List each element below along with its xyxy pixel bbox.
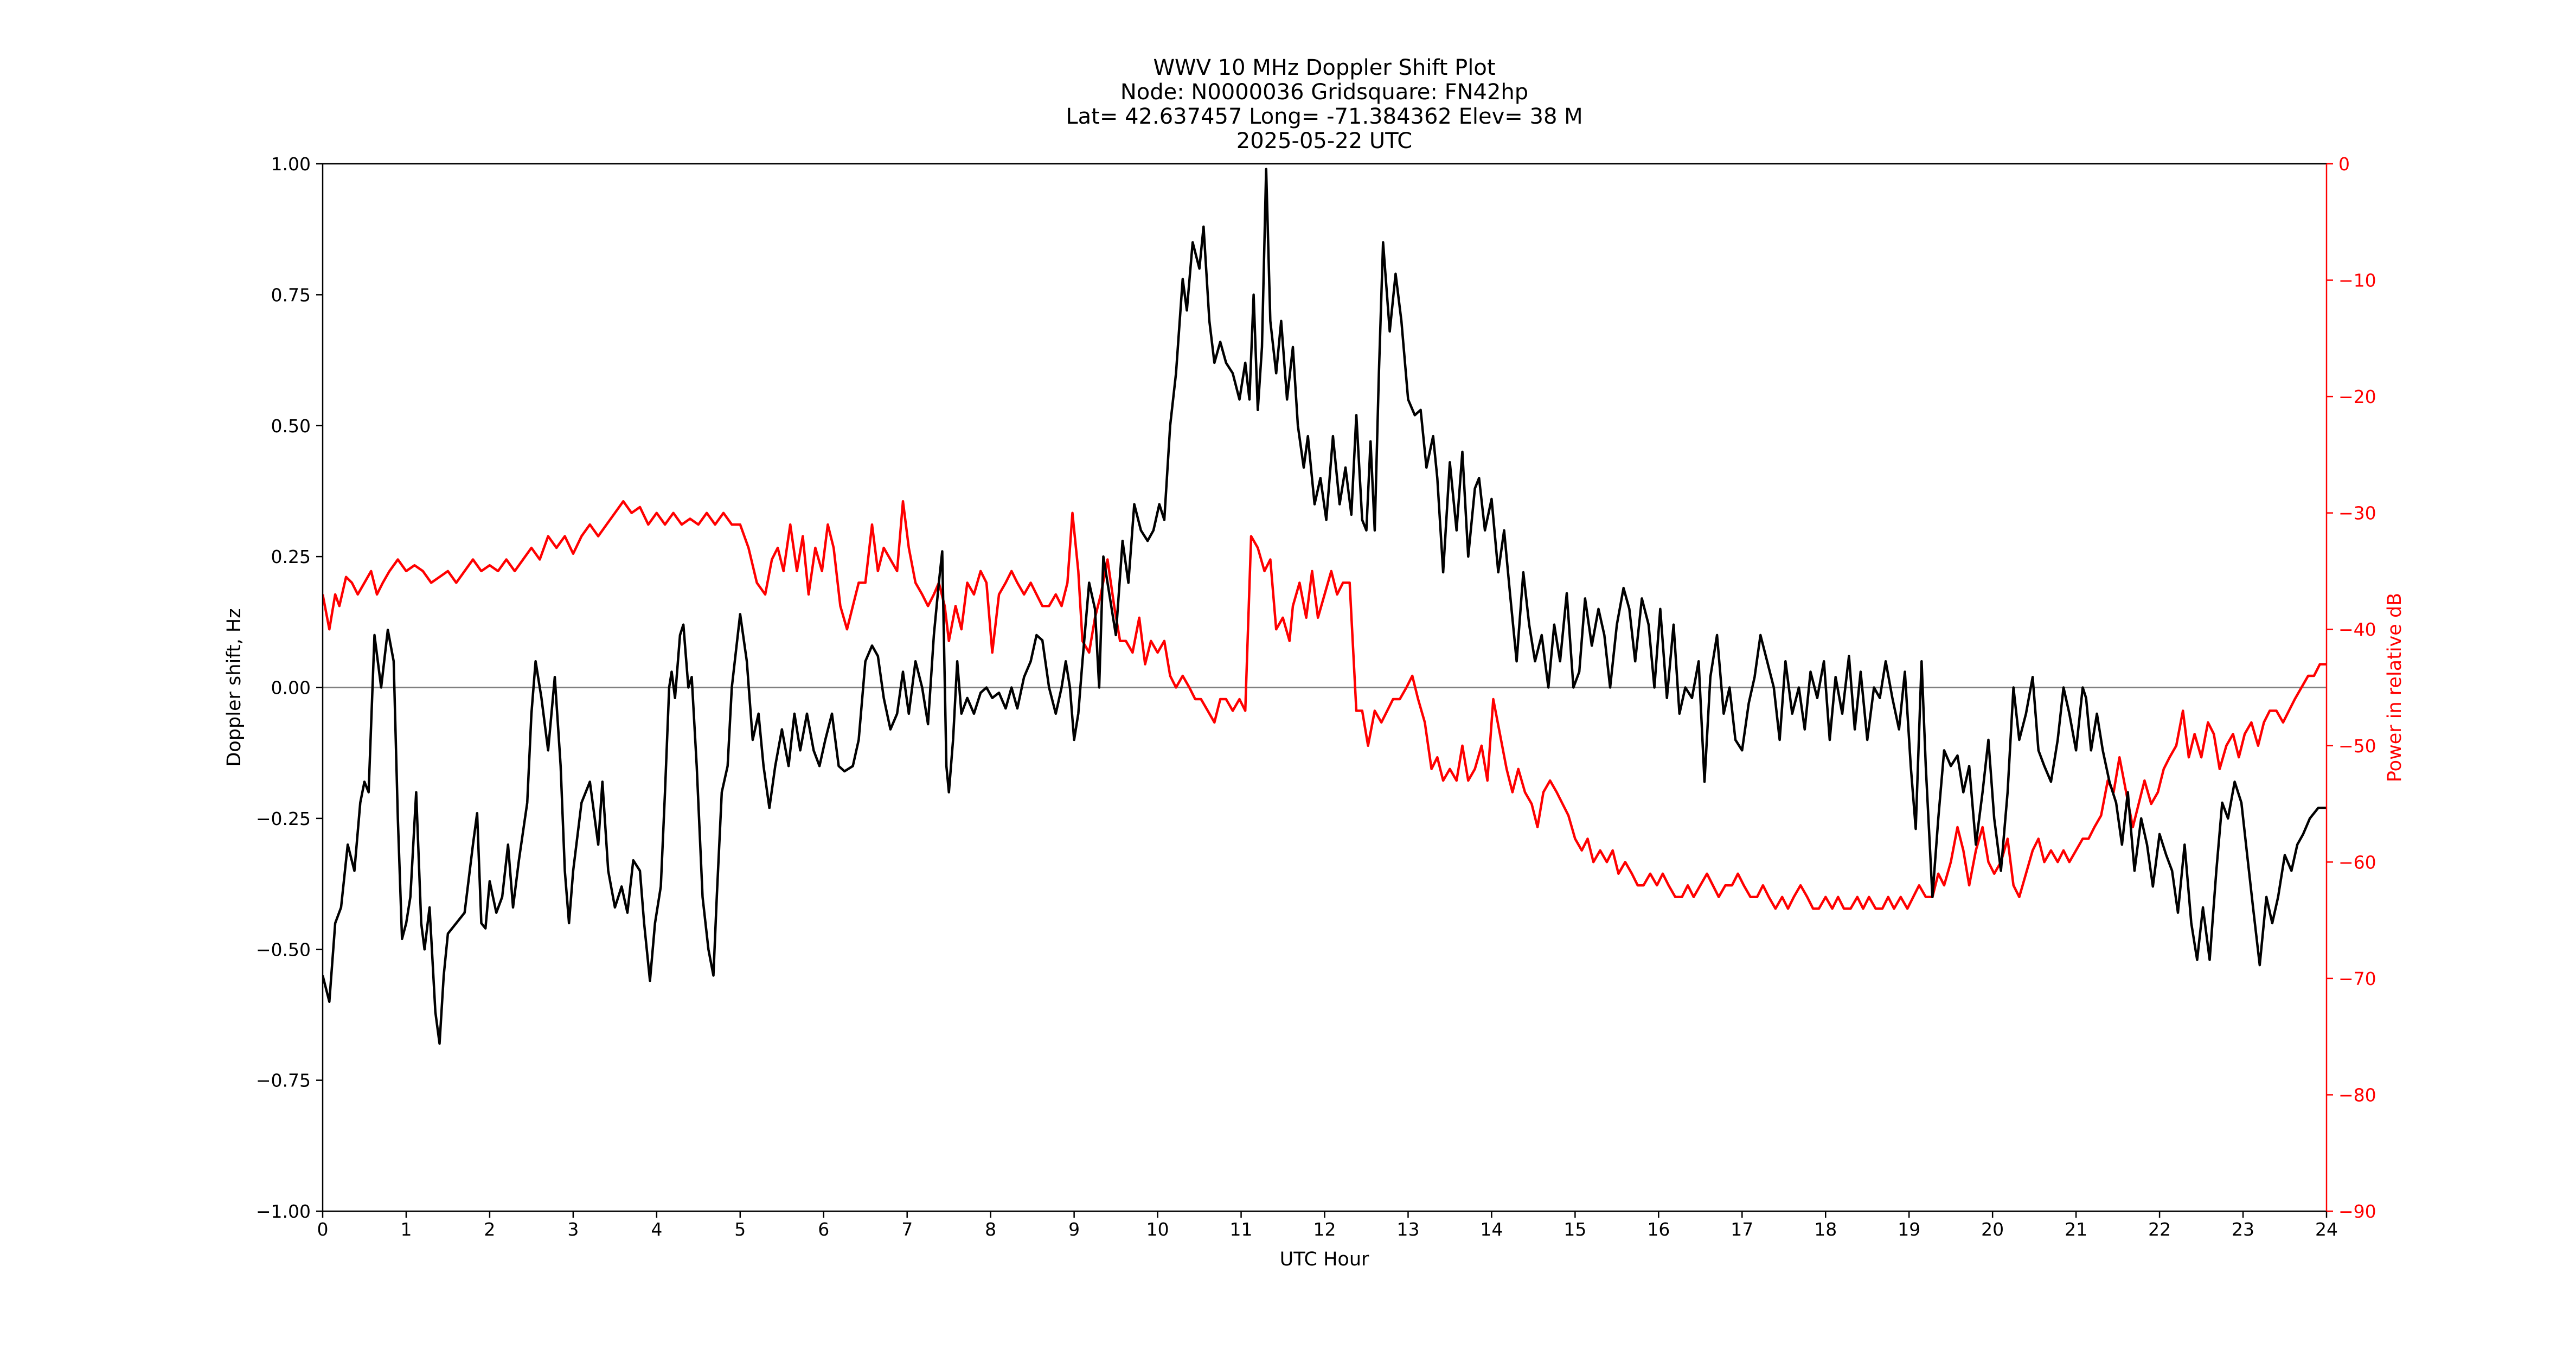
x-tick-label: 8 [985,1219,996,1240]
left-y-axis-ticks: 1.00 0.75 0.50 0.25 0.00 −0.25 −0.50 −0.75 −1.00 [256,153,323,1222]
x-tick-label: 7 [901,1219,913,1240]
x-tick-label: 19 [1898,1219,1920,1240]
x-tick-label: 14 [1480,1219,1503,1240]
x-tick-label: 12 [1313,1219,1336,1240]
right-y-axis-label: Power in relative dB [2384,593,2406,782]
x-tick-label: 17 [1731,1219,1753,1240]
x-tick-label: 2 [484,1219,495,1240]
x-tick-label: 22 [2148,1219,2171,1240]
y2-tick-label: −30 [2338,503,2376,524]
right-y-axis-ticks: 0 −10 −20 −30 −40 −50 −60 −70 −80 −90 [2327,153,2376,1222]
chart-title: WWV 10 MHz Doppler Shift Plot Node: N000… [1066,55,1582,153]
title-line-2: Node: N0000036 Gridsquare: FN42hp [1120,80,1528,105]
y2-tick-label: −10 [2338,270,2376,291]
title-line-1: WWV 10 MHz Doppler Shift Plot [1153,55,1495,80]
y-tick-label: −0.75 [256,1070,311,1091]
title-line-3: Lat= 42.637457 Long= -71.384362 Elev= 38… [1066,104,1582,129]
x-tick-label: 3 [567,1219,579,1240]
x-axis-label: UTC Hour [1280,1249,1369,1270]
x-tick-label: 16 [1647,1219,1670,1240]
y2-tick-label: −90 [2338,1201,2376,1222]
y-tick-label: 0.25 [271,546,311,567]
x-tick-label: 6 [818,1219,829,1240]
y-tick-label: 0.00 [271,677,311,699]
x-tick-label: 4 [651,1219,662,1240]
x-tick-label: 9 [1068,1219,1080,1240]
x-tick-label: 23 [2232,1219,2254,1240]
title-line-4: 2025-05-22 UTC [1236,129,1412,153]
x-tick-label: 15 [1563,1219,1586,1240]
y-tick-label: 1.00 [271,153,311,175]
x-tick-label: 0 [317,1219,329,1240]
y2-tick-label: 0 [2338,153,2350,175]
y2-tick-label: −80 [2338,1084,2376,1105]
x-tick-label: 18 [1814,1219,1837,1240]
power-series-line [323,500,2327,910]
y2-tick-label: −70 [2338,968,2376,989]
y2-tick-label: −40 [2338,619,2376,640]
doppler-series-line [323,168,2327,1045]
x-tick-label: 13 [1396,1219,1419,1240]
x-tick-label: 5 [734,1219,746,1240]
x-axis-ticks: 0 1 2 3 4 5 6 7 8 9 10 11 12 13 14 15 16 17 18 19 20 21 22 23 24 [317,1211,2338,1240]
x-tick-label: 21 [2065,1219,2087,1240]
x-tick-label: 10 [1146,1219,1169,1240]
y-tick-label: −0.25 [256,808,311,829]
y-tick-label: 0.75 [271,284,311,305]
x-tick-label: 1 [400,1219,412,1240]
y-tick-label: −0.50 [256,939,311,960]
y2-tick-label: −50 [2338,735,2376,757]
y-tick-label: 0.50 [271,415,311,437]
y2-tick-label: −20 [2338,386,2376,407]
y2-tick-label: −60 [2338,852,2376,873]
left-y-axis-label: Doppler shift, Hz [223,608,245,766]
x-tick-label: 24 [2315,1219,2338,1240]
x-tick-label: 11 [1230,1219,1253,1240]
x-tick-label: 20 [1981,1219,2004,1240]
y-tick-label: −1.00 [256,1201,311,1222]
